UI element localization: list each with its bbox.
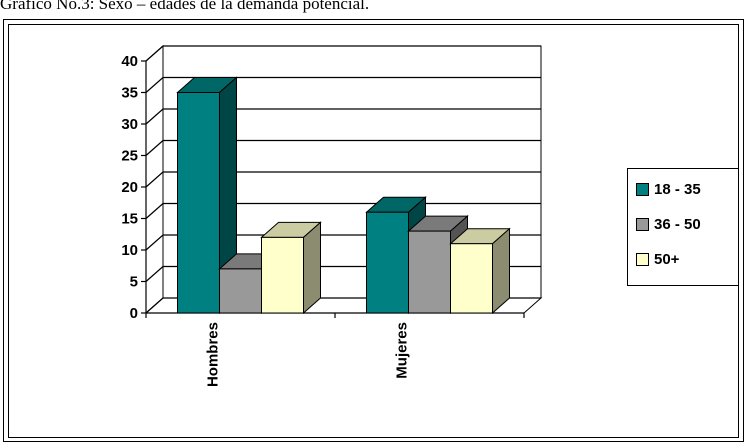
category-label: Mujeres bbox=[394, 322, 411, 379]
y-tick-label: 25 bbox=[121, 148, 138, 165]
bar-side bbox=[492, 227, 510, 315]
gridline bbox=[145, 171, 541, 188]
category-label: Hombres bbox=[205, 322, 222, 387]
y-tick-label: 15 bbox=[121, 211, 138, 228]
legend-swatch bbox=[636, 182, 649, 196]
bar-front bbox=[450, 243, 493, 314]
bar-side bbox=[303, 221, 321, 315]
gridline bbox=[145, 76, 541, 93]
figure-caption: Gráfico No.3: Sexo – edades de la demand… bbox=[0, 0, 370, 13]
gridline bbox=[145, 45, 541, 62]
chart-frame-outer bbox=[3, 19, 744, 442]
legend: 18 - 35 36 - 50 50+ bbox=[627, 168, 739, 286]
legend-label: 18 - 35 bbox=[654, 180, 701, 198]
bar bbox=[260, 221, 322, 315]
legend-item: 18 - 35 bbox=[636, 179, 701, 199]
legend-item: 50+ bbox=[636, 249, 679, 269]
legend-swatch bbox=[636, 217, 649, 231]
y-tick-label: 10 bbox=[121, 242, 138, 259]
bar-front bbox=[261, 236, 304, 314]
legend-swatch bbox=[636, 252, 649, 266]
legend-label: 50+ bbox=[654, 250, 680, 268]
y-tick-label: 20 bbox=[121, 179, 138, 196]
bar bbox=[449, 227, 511, 315]
gridline bbox=[145, 108, 541, 125]
y-tick-label: 35 bbox=[121, 85, 138, 102]
y-tick-label: 0 bbox=[130, 305, 138, 322]
bars bbox=[176, 76, 511, 315]
legend-label: 36 - 50 bbox=[654, 215, 701, 233]
bar-front bbox=[177, 92, 220, 314]
y-tick-label: 30 bbox=[121, 116, 138, 133]
category-labels: Hombres Mujeres bbox=[205, 322, 411, 387]
bar-front bbox=[219, 268, 262, 314]
bar bbox=[365, 196, 427, 315]
gridline bbox=[145, 139, 541, 156]
y-tick-label: 5 bbox=[130, 274, 138, 291]
legend-item: 36 - 50 bbox=[636, 214, 701, 234]
y-tick-label: 40 bbox=[121, 53, 138, 70]
y-tick-labels: 0 5 10 15 20 25 30 35 40 bbox=[121, 53, 138, 322]
bar-front bbox=[408, 230, 451, 314]
bar bbox=[176, 76, 238, 315]
bar-front bbox=[366, 211, 409, 314]
